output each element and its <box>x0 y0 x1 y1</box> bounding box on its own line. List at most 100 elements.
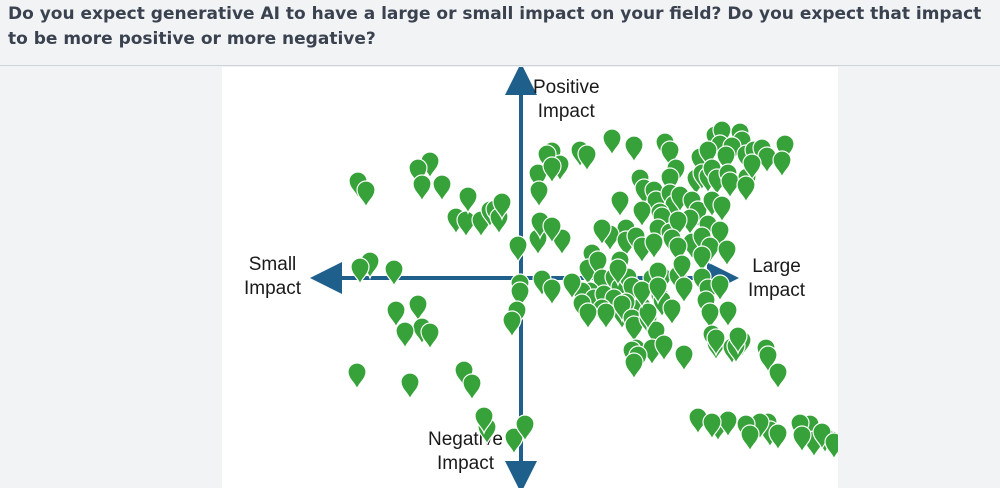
map-pin-icon[interactable] <box>792 425 812 454</box>
map-pin-icon[interactable] <box>668 210 688 239</box>
map-pin-icon[interactable] <box>624 135 644 164</box>
map-pin-shape <box>456 210 476 239</box>
map-pin-icon[interactable] <box>700 302 720 331</box>
map-pin-icon[interactable] <box>692 245 712 274</box>
map-pin-icon[interactable] <box>674 276 694 305</box>
map-pin-icon[interactable] <box>710 274 730 303</box>
map-pin-shape <box>384 259 404 288</box>
map-pin-icon[interactable] <box>742 153 762 182</box>
map-pin-icon[interactable] <box>562 272 582 301</box>
map-pin-icon[interactable] <box>632 280 652 309</box>
map-pin-icon[interactable] <box>728 326 748 355</box>
map-pin-icon[interactable] <box>384 259 404 288</box>
small-label-line2: Impact <box>244 278 302 299</box>
quadrant-board[interactable]: Positive Impact Negative Impact Small Im… <box>222 67 838 488</box>
map-pin-icon[interactable] <box>718 410 738 439</box>
map-pin-shape <box>648 261 668 290</box>
map-pin-shape <box>700 302 720 331</box>
map-pin-shape <box>718 300 738 329</box>
map-pin-icon[interactable] <box>712 195 732 224</box>
map-pin-icon[interactable] <box>654 334 674 363</box>
map-pin-icon[interactable] <box>510 281 530 310</box>
map-pin-shape <box>356 180 376 209</box>
map-pin-icon[interactable] <box>740 424 760 453</box>
map-pin-icon[interactable] <box>350 257 370 286</box>
map-pin-icon[interactable] <box>768 423 788 452</box>
map-pin-shape <box>542 216 562 245</box>
map-pin-icon[interactable] <box>768 362 788 391</box>
map-pin-icon[interactable] <box>458 186 478 215</box>
map-pin-icon[interactable] <box>508 235 528 264</box>
map-pin-icon[interactable] <box>632 200 652 229</box>
map-pin-shape <box>400 372 420 401</box>
map-pin-icon[interactable] <box>602 128 622 157</box>
map-pin-icon[interactable] <box>412 174 432 203</box>
map-pin-icon[interactable] <box>648 276 668 305</box>
map-pin-icon[interactable] <box>577 144 597 173</box>
map-pin-icon[interactable] <box>706 328 726 357</box>
map-pin-icon[interactable] <box>592 218 612 247</box>
map-pin-icon[interactable] <box>432 174 452 203</box>
map-pin-icon[interactable] <box>356 180 376 209</box>
map-pin-icon[interactable] <box>718 300 738 329</box>
map-pin-icon[interactable] <box>672 254 692 283</box>
map-pin-shape <box>515 414 535 443</box>
map-pin-shape <box>395 321 415 350</box>
map-pin-icon[interactable] <box>504 427 524 456</box>
map-pin-icon[interactable] <box>502 310 522 339</box>
map-pin-icon[interactable] <box>660 167 680 196</box>
map-pin-icon[interactable] <box>408 294 428 323</box>
map-pin-icon[interactable] <box>698 140 718 169</box>
map-pin-shape <box>562 272 582 301</box>
map-pin-icon[interactable] <box>668 236 688 265</box>
map-pin-icon[interactable] <box>542 216 562 245</box>
map-pin-icon[interactable] <box>624 315 644 344</box>
map-pin-icon[interactable] <box>492 192 512 221</box>
map-pin-icon[interactable] <box>420 322 440 351</box>
map-pin-icon[interactable] <box>674 344 694 373</box>
map-pin-icon[interactable] <box>542 278 562 307</box>
map-pin-shape <box>624 135 644 164</box>
map-pin-icon[interactable] <box>662 298 682 327</box>
map-pin-icon[interactable] <box>648 261 668 290</box>
map-pin-icon[interactable] <box>608 258 628 287</box>
map-pin-icon[interactable] <box>400 372 420 401</box>
map-pin-icon[interactable] <box>462 373 482 402</box>
map-pin-shape <box>577 144 597 173</box>
map-pin-icon[interactable] <box>529 180 549 209</box>
map-pin-icon[interactable] <box>702 412 722 441</box>
map-pin-icon[interactable] <box>395 321 415 350</box>
map-pin-shape <box>824 432 838 461</box>
map-pin-icon[interactable] <box>717 239 737 268</box>
map-pin-shape <box>768 362 788 391</box>
map-pin-icon[interactable] <box>758 345 778 374</box>
map-pin-shape <box>462 373 482 402</box>
map-pin-icon[interactable] <box>610 190 630 219</box>
map-pin-icon[interactable] <box>644 232 664 261</box>
map-pin-shape <box>720 171 740 200</box>
map-pin-icon[interactable] <box>456 210 476 239</box>
map-pin-shape <box>674 276 694 305</box>
map-pin-icon[interactable] <box>347 362 367 391</box>
map-pin-icon[interactable] <box>720 171 740 200</box>
map-pin-icon[interactable] <box>578 302 598 331</box>
map-pin-icon[interactable] <box>596 302 616 331</box>
map-pin-icon[interactable] <box>772 150 792 179</box>
map-pin-icon[interactable] <box>515 414 535 443</box>
map-pin-icon[interactable] <box>474 406 494 435</box>
map-pin-icon[interactable] <box>824 432 838 461</box>
map-pin-icon[interactable] <box>528 163 548 192</box>
map-pin-shape <box>638 302 658 331</box>
map-pin-icon[interactable] <box>660 140 680 169</box>
map-pin-shape <box>728 326 748 355</box>
map-pin-icon[interactable] <box>588 250 608 279</box>
map-pin-shape <box>588 250 608 279</box>
map-pin-shape <box>386 300 406 329</box>
map-pin-icon[interactable] <box>542 156 562 185</box>
map-pin-shape <box>608 258 628 287</box>
map-pin-icon[interactable] <box>638 302 658 331</box>
map-pin-icon[interactable] <box>624 352 644 381</box>
map-pin-icon[interactable] <box>736 175 756 204</box>
map-pin-shape <box>578 302 598 331</box>
map-pin-icon[interactable] <box>386 300 406 329</box>
